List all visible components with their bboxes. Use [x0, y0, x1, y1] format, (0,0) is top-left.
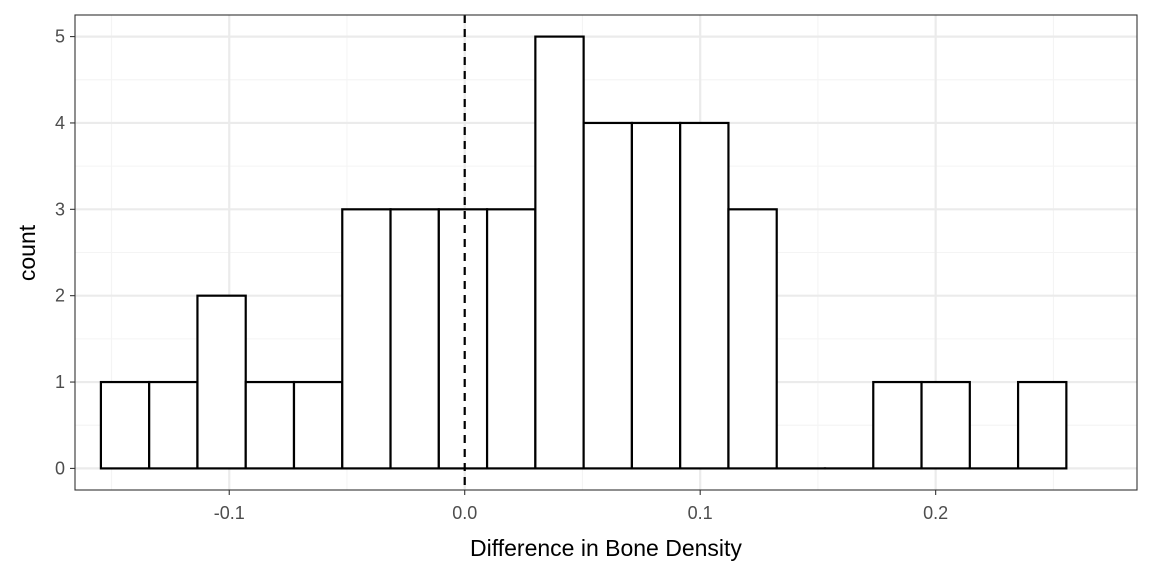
y-tick-label: 0 [55, 458, 65, 478]
histogram-bar [582, 121, 634, 470]
histogram-bar [148, 380, 199, 470]
histogram-bar [437, 208, 489, 470]
histogram-bar [920, 380, 971, 470]
y-axis-title: count [14, 224, 40, 281]
x-tick-label: -0.1 [214, 503, 245, 523]
histogram-bar [244, 380, 296, 470]
histogram-bar [292, 380, 344, 470]
x-axis-title: Difference in Bone Density [470, 535, 742, 561]
histogram-bar [679, 121, 730, 470]
x-tick-label: 0.1 [688, 503, 713, 523]
y-tick-label: 4 [55, 113, 65, 133]
panel-border [74, 14, 1138, 491]
histogram-bar [534, 35, 585, 470]
histogram-bar [630, 121, 682, 470]
y-tick-label: 2 [55, 286, 65, 306]
histogram-bar [389, 208, 440, 470]
histogram-bar [727, 208, 778, 470]
histogram-bar [485, 208, 537, 470]
y-tick-label: 5 [55, 27, 65, 47]
histogram-bar [99, 380, 151, 470]
histogram-bar [872, 380, 923, 470]
x-axis: -0.1 0.0 0.1 0.2 [214, 490, 948, 523]
y-tick-label: 1 [55, 372, 65, 392]
x-tick-label: 0.2 [923, 503, 948, 523]
bars-layer [99, 35, 1068, 470]
histogram-bar [341, 208, 392, 470]
histogram-bar [1016, 380, 1068, 470]
y-axis: 0 1 2 3 4 5 [55, 27, 75, 478]
histogram-bar [196, 294, 247, 470]
x-tick-label: 0.0 [452, 503, 477, 523]
y-tick-label: 3 [55, 199, 65, 219]
